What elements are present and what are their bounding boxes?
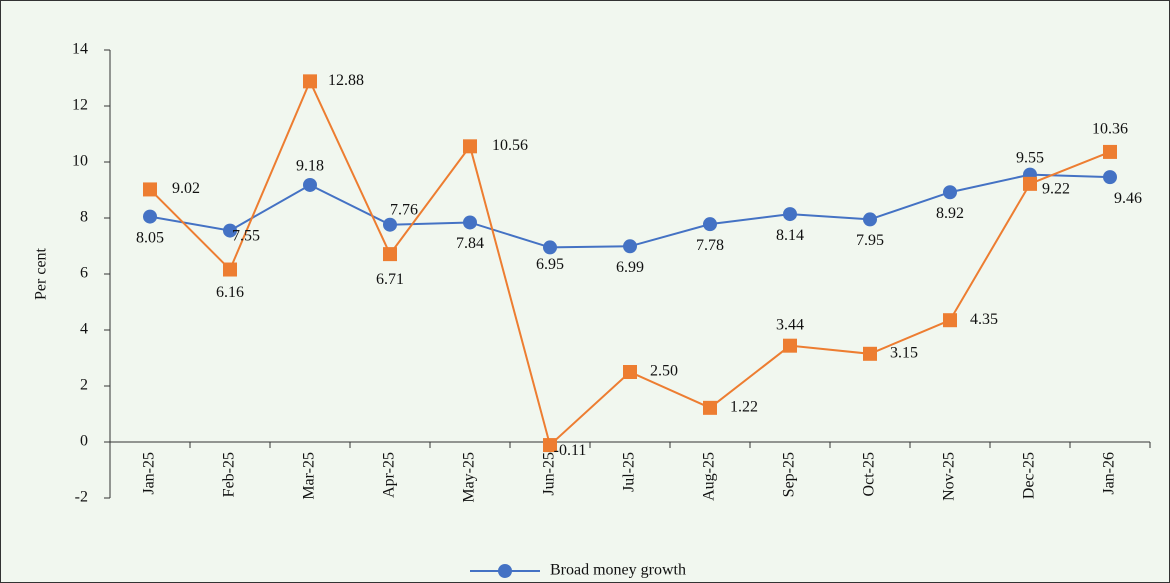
marker [783,338,797,353]
marker [463,215,477,230]
x-tick-label: Sep-25 [781,452,798,497]
marker [783,207,797,222]
legend-marker [498,564,512,578]
x-tick-label: Feb-25 [221,452,238,497]
data-label: 6.71 [376,271,404,288]
data-label: 9.02 [172,180,200,197]
y-tick-label: 4 [80,321,88,338]
x-tick-label: Nov-25 [941,452,958,501]
marker [383,247,397,262]
y-tick-label: 10 [72,153,88,170]
data-label: 9.55 [1016,149,1044,166]
data-label: 7.84 [456,235,484,252]
data-label: 10.56 [492,137,528,154]
y-tick-label: -2 [75,489,88,506]
marker [623,239,637,254]
marker [383,217,397,232]
x-tick-label: Jun-25 [541,452,558,496]
y-tick-label: 12 [72,97,88,114]
marker [943,313,957,328]
data-label: 6.95 [536,256,564,273]
marker [143,182,157,197]
marker [223,223,237,238]
marker [223,262,237,277]
y-axis-label: Per cent [33,247,50,300]
marker [703,400,717,415]
marker [863,346,877,361]
x-tick-label: Mar-25 [301,452,318,500]
legend-label: Broad money growth [550,562,686,579]
marker [1023,176,1037,191]
marker [1103,170,1117,185]
data-label: 8.05 [136,229,164,246]
data-label: 6.16 [216,284,244,301]
marker [303,74,317,89]
data-label: 9.46 [1114,190,1142,207]
marker [303,177,317,192]
data-label: 4.35 [970,311,998,328]
data-label: 10.36 [1092,121,1128,138]
x-tick-label: Dec-25 [1021,452,1038,499]
marker [623,365,637,379]
marker [143,209,157,224]
marker [863,212,877,227]
x-tick-label: Jan-25 [141,452,158,495]
y-tick-label: 2 [80,377,88,394]
data-label: 7.95 [856,232,884,249]
marker [543,240,557,255]
data-label: 1.22 [730,399,758,416]
marker [463,139,477,154]
data-label: -0.11 [554,442,587,459]
x-tick-label: Jan-26 [1101,452,1118,495]
data-label: 3.15 [890,344,918,361]
y-tick-label: 14 [72,41,88,58]
data-label: 3.44 [776,316,804,333]
x-tick-label: Oct-25 [861,452,878,496]
x-tick-label: Aug-25 [701,452,718,501]
data-label: 7.55 [232,227,260,244]
x-tick-label: May-25 [461,452,478,503]
data-label: 9.22 [1042,181,1070,198]
data-label: 7.76 [390,201,418,218]
marker [943,185,957,200]
marker [703,217,717,232]
marker [543,438,557,453]
x-tick-label: Apr-25 [381,452,398,498]
data-label: 2.50 [650,363,678,380]
y-tick-label: 0 [80,433,88,450]
x-tick-label: Jul-25 [621,452,638,492]
data-label: 8.14 [776,227,804,244]
data-label: 12.88 [328,72,364,89]
y-tick-label: 8 [80,209,88,226]
y-tick-label: 6 [80,265,88,282]
data-label: 9.18 [296,158,324,175]
data-label: 8.92 [936,205,964,222]
data-label: 6.99 [616,259,644,276]
marker [1103,144,1117,159]
data-label: 7.78 [696,237,724,254]
